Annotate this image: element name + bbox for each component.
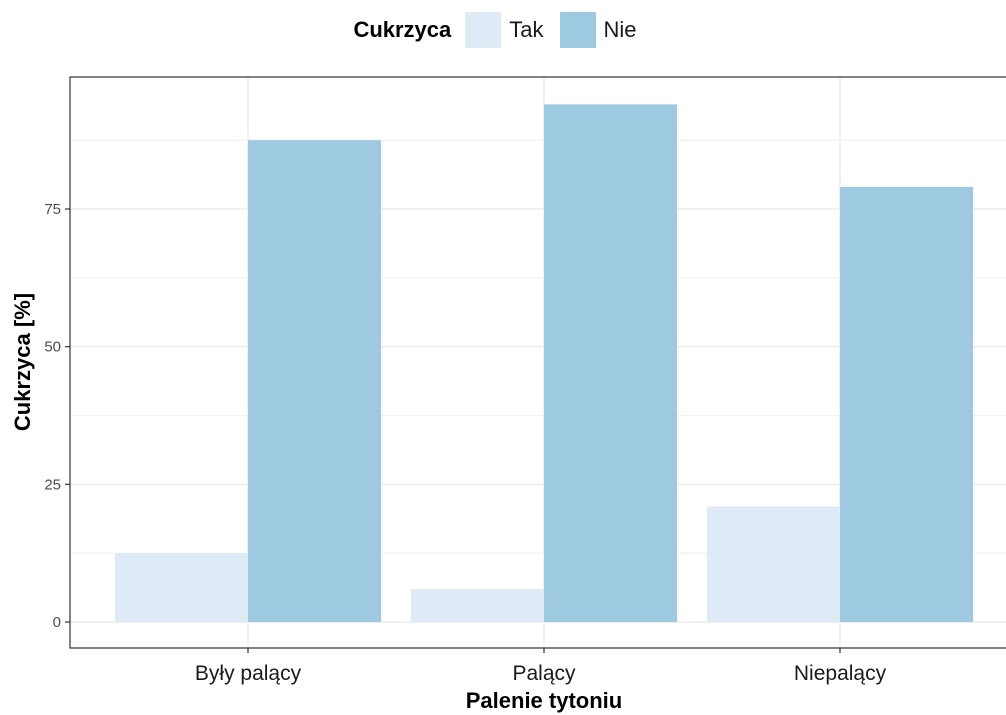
y-tick-label: 25 bbox=[44, 476, 61, 493]
legend-key-tak bbox=[465, 12, 502, 48]
legend-item-nie: Nie bbox=[559, 12, 637, 48]
legend-item-tak: Tak bbox=[465, 12, 544, 48]
y-axis-title: Cukrzyca [%] bbox=[10, 293, 35, 431]
y-tick-label: 75 bbox=[44, 201, 61, 218]
legend-label-tak: Tak bbox=[509, 17, 544, 42]
x-tick-label: Były palący bbox=[195, 662, 302, 685]
y-tick-label: 50 bbox=[44, 339, 61, 356]
legend-label-nie: Nie bbox=[603, 17, 637, 42]
panel-border bbox=[69, 76, 1006, 649]
legend-key-nie bbox=[559, 12, 596, 48]
y-axis: 0 25 50 75 bbox=[44, 201, 70, 631]
x-tick-label: Niepalący bbox=[794, 662, 887, 685]
bar-tak-2 bbox=[411, 588, 544, 622]
legend-title: Cukrzyca bbox=[353, 17, 452, 42]
y-tick-label: 0 bbox=[53, 614, 61, 631]
bar-tak-1 bbox=[115, 553, 248, 622]
x-axis-title: Palenie tytoniu bbox=[466, 688, 622, 713]
bar-nie-3 bbox=[840, 186, 973, 622]
bar-nie-2 bbox=[544, 104, 677, 622]
bar-nie-1 bbox=[248, 140, 381, 622]
bars bbox=[115, 104, 973, 622]
x-tick-label: Palący bbox=[512, 662, 576, 685]
bar-tak-3 bbox=[707, 506, 840, 622]
legend: Cukrzyca Tak Nie bbox=[0, 10, 1006, 50]
x-axis: Były palący Palący Niepalący bbox=[195, 648, 887, 685]
